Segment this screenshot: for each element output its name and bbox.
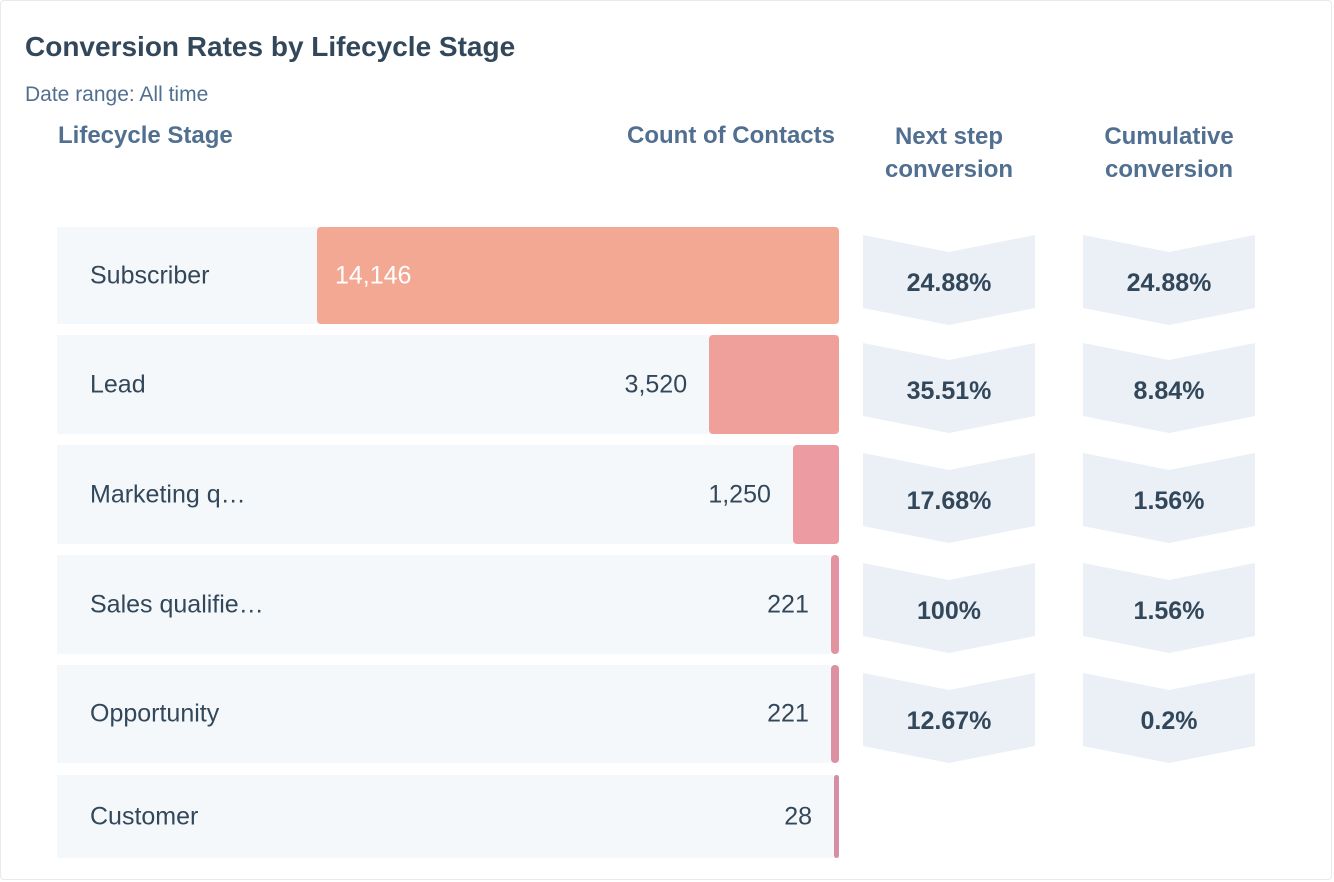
cumulative-chevron: 24.88%	[1083, 235, 1255, 325]
stage-label: Marketing q…	[90, 480, 246, 508]
header-lifecycle-stage: Lifecycle Stage	[58, 122, 233, 149]
stage-row: Marketing q… 1,250	[57, 445, 839, 544]
count-bar	[709, 335, 839, 434]
stage-label: Opportunity	[90, 699, 220, 728]
count-bar	[830, 665, 839, 763]
cumulative-chevron: 0.2%	[1083, 673, 1255, 763]
stage-row: Lead 3,520	[57, 335, 839, 434]
next-step-chevron: 24.88%	[863, 235, 1035, 325]
cumulative-chevron: 1.56%	[1083, 563, 1255, 653]
next-step-chevron: 17.68%	[863, 453, 1035, 543]
stage-row: Opportunity 221	[57, 665, 839, 763]
count-label: 221	[767, 590, 809, 618]
header-count: Count of Contacts	[627, 122, 835, 149]
count-bar	[834, 775, 839, 858]
header-cumulative: Cumulative conversion	[1104, 123, 1234, 183]
header-next-step: Next step conversion	[884, 123, 1014, 183]
next-step-chevron: 35.51%	[863, 343, 1035, 433]
stage-row: Sales qualifie… 221	[57, 555, 839, 654]
stage-label: Customer	[90, 802, 199, 830]
count-bar	[830, 555, 839, 654]
count-label: 3,520	[624, 370, 688, 398]
stage-label: Subscriber	[90, 261, 210, 289]
count-bar	[792, 445, 839, 544]
cumulative-chevron: 8.84%	[1083, 343, 1255, 433]
count-label: 221	[767, 699, 809, 728]
count-bar	[317, 227, 839, 324]
count-label: 1,250	[708, 480, 771, 508]
chart-title: Conversion Rates by Lifecycle Stage	[25, 31, 516, 62]
stage-label: Sales qualifie…	[90, 590, 264, 618]
next-step-chevron: 100%	[863, 563, 1035, 653]
stage-row: Subscriber 14,146	[57, 227, 839, 324]
cumulative-chevron: 1.56%	[1083, 453, 1255, 543]
date-range: Date range: All time	[25, 83, 209, 106]
stage-row: Customer 28	[57, 775, 839, 858]
next-step-chevron: 12.67%	[863, 673, 1035, 763]
stage-label: Lead	[90, 370, 146, 398]
count-label: 14,146	[335, 261, 412, 289]
count-label: 28	[784, 802, 812, 830]
